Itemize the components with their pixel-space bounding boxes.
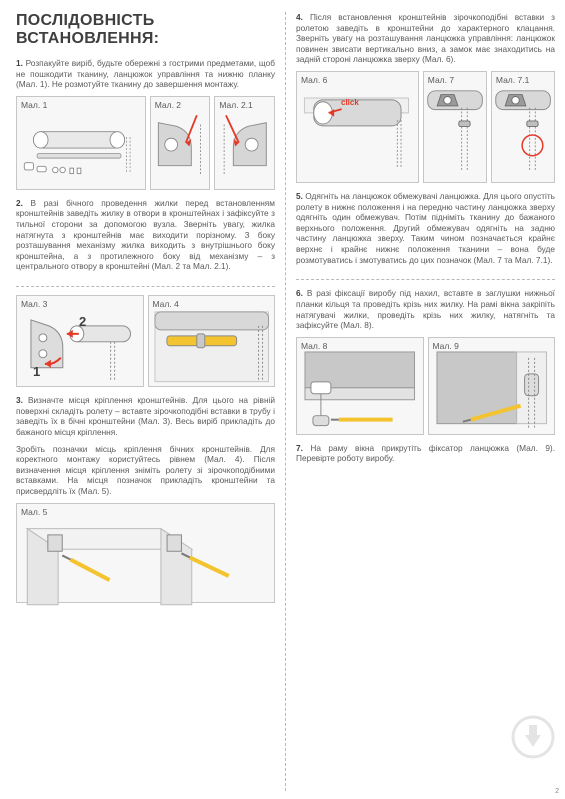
figure-3-label: Мал. 3	[21, 299, 47, 309]
figure-6: Мал. 6 click	[296, 71, 419, 183]
figrow-6-7: Мал. 6 click Мал. 7	[296, 71, 555, 183]
figure-8: Мал. 8	[296, 337, 424, 435]
figure-2-label: Мал. 2	[155, 100, 181, 110]
paragraph-6: 6. В разі фіксації виробу під нахил, вст…	[296, 288, 555, 330]
left-column: ПОСЛІДОВНІСТЬ ВСТАНОВЛЕННЯ: 1. Розпакуйт…	[16, 12, 285, 791]
figure-1: Мал. 1	[16, 96, 146, 190]
figure-4: Мал. 4	[148, 295, 276, 387]
figure-7-1-label: Мал. 7.1	[496, 75, 529, 85]
figrow-8-9: Мал. 8 Мал. 9	[296, 337, 555, 435]
figure-6-label: Мал. 6	[301, 75, 327, 85]
figure-7-label: Мал. 7	[428, 75, 454, 85]
figure-1-label: Мал. 1	[21, 100, 47, 110]
figure-2: Мал. 2	[150, 96, 211, 190]
figure-9: Мал. 9	[428, 337, 556, 435]
right-column: 4. Після встановлення кронштейнів зірочк…	[286, 12, 555, 791]
figure-7: Мал. 7	[423, 71, 487, 183]
figure-7-1: Мал. 7.1	[491, 71, 555, 183]
figrow-5: Мал. 5	[16, 503, 275, 603]
figure-3-num-1: 1	[33, 364, 40, 379]
figure-3: Мал. 3 2 1	[16, 295, 144, 387]
divider-left-1	[16, 286, 275, 287]
figure-5-label: Мал. 5	[21, 507, 47, 517]
paragraph-7: 7. На раму вікна прикрутіть фіксатор лан…	[296, 443, 555, 464]
paragraph-3b: Зробіть позначки місць кріплення бічних …	[16, 444, 275, 497]
click-label: click	[341, 98, 359, 107]
paragraph-3: 3. Визначте місця кріплення кронштейнів.…	[16, 395, 275, 437]
figure-2-1: Мал. 2.1	[214, 96, 275, 190]
page-number: 2	[555, 788, 559, 795]
paragraph-4: 4. Після встановлення кронштейнів зірочк…	[296, 12, 555, 65]
figure-9-label: Мал. 9	[433, 341, 459, 351]
figure-5: Мал. 5	[16, 503, 275, 603]
figure-2-1-label: Мал. 2.1	[219, 100, 252, 110]
watermark-icon	[511, 715, 555, 759]
figure-8-label: Мал. 8	[301, 341, 327, 351]
paragraph-5: 5. Одягніть на ланцюжок обмежувачі ланцю…	[296, 191, 555, 265]
figrow-1: Мал. 1	[16, 96, 275, 190]
figure-3-num-2: 2	[79, 314, 86, 329]
page-title: ПОСЛІДОВНІСТЬ ВСТАНОВЛЕННЯ:	[16, 12, 275, 48]
paragraph-2: 2. В разі бічного проведення жилки перед…	[16, 198, 275, 272]
figure-4-label: Мал. 4	[153, 299, 179, 309]
divider-right-1	[296, 279, 555, 280]
paragraph-1: 1. Розпакуйте виріб, будьте обережні з г…	[16, 58, 275, 90]
figrow-3-4: Мал. 3 2 1	[16, 295, 275, 387]
